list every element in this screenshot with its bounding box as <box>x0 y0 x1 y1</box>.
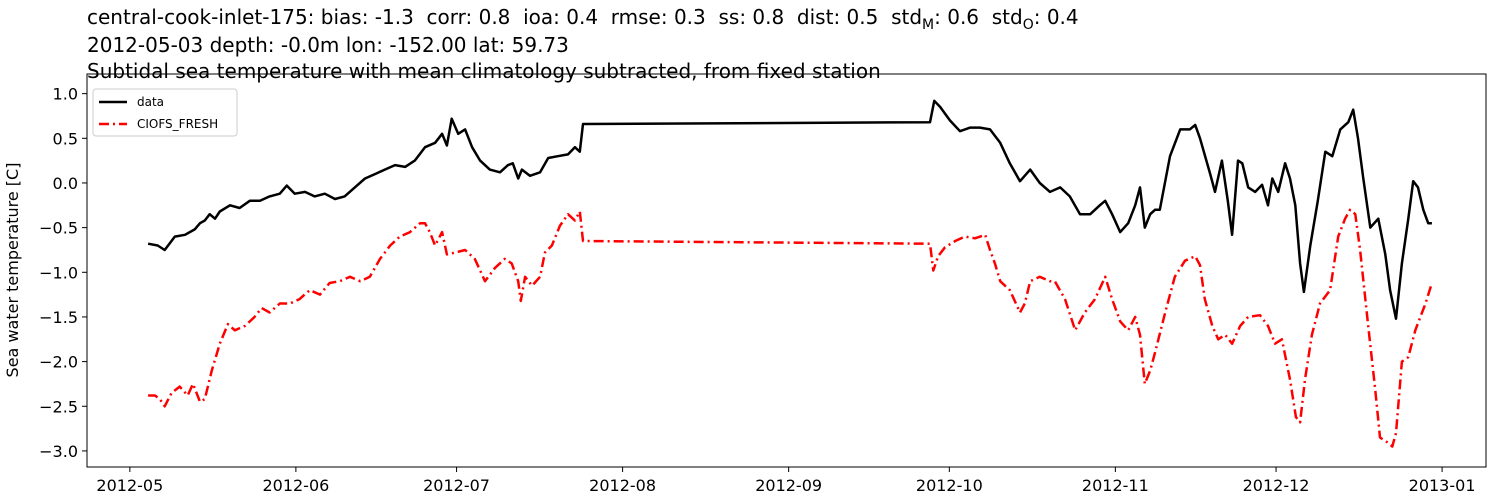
title-subscript: O <box>1023 17 1034 33</box>
chart-subtitle: Subtidal sea temperature with mean clima… <box>87 59 881 83</box>
x-tick-label: 2012-12 <box>1243 476 1310 495</box>
chart-title: central-cook-inlet-175: bias: -1.3 corr:… <box>87 5 1079 33</box>
legend-box <box>92 88 238 137</box>
y-tick-label: 0.0 <box>53 174 78 193</box>
axes: −3.0 −2.5 −2.0 −1.5 −1.0 −0.5 0.0 0.5 1.0 2012-05… <box>39 85 1475 495</box>
title-part: : 0.4 <box>1034 5 1079 29</box>
x-tick-label: 2012-07 <box>423 476 490 495</box>
x-tick-label: 2012-05 <box>96 476 163 495</box>
x-tick-label: 2012-10 <box>916 476 983 495</box>
x-tick-label: 2012-09 <box>755 476 822 495</box>
x-tick-label: 2012-11 <box>1082 476 1149 495</box>
legend-label: data <box>137 95 164 109</box>
y-tick-label: 1.0 <box>53 85 78 104</box>
y-tick-label: −2.0 <box>39 353 78 372</box>
x-tick-label: 2012-06 <box>262 476 329 495</box>
series-line <box>147 99 1432 320</box>
y-tick-label: −0.5 <box>39 219 78 238</box>
legend-label: CIOFS_FRESH <box>137 117 218 131</box>
x-tick-label: 2013-01 <box>1409 476 1476 495</box>
plot-area <box>147 99 1434 448</box>
y-tick-label: −3.0 <box>39 442 78 461</box>
title-part: : 0.6 std <box>934 5 1023 29</box>
y-tick-label: −1.5 <box>39 308 78 327</box>
y-tick-label: 0.5 <box>53 129 78 148</box>
axes-frame <box>86 73 1487 468</box>
series-line <box>148 208 1434 448</box>
y-axis-label: Sea water temperature [C] <box>3 163 22 378</box>
y-tick-label: −1.0 <box>39 263 78 282</box>
legend: data CIOFS_FRESH <box>92 88 238 137</box>
y-tick-label: −2.5 <box>39 397 78 416</box>
chart-subtitle: 2012-05-03 depth: -0.0m lon: -152.00 lat… <box>87 33 569 57</box>
x-tick-label: 2012-08 <box>589 476 656 495</box>
title-subscript: M <box>922 17 934 33</box>
title-part: central-cook-inlet-175: bias: -1.3 corr:… <box>87 5 922 29</box>
